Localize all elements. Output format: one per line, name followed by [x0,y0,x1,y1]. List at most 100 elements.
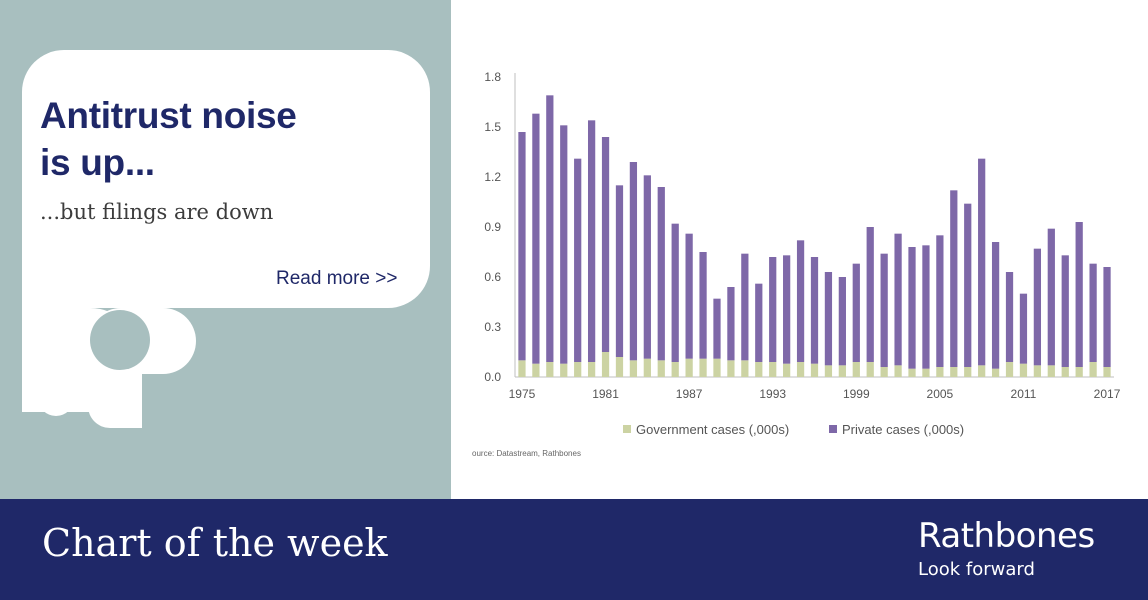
bar-government-2014 [1061,367,1069,377]
bar-private-1991 [741,253,749,361]
subheadline: ...but filings are down [40,200,274,224]
read-more-link[interactable]: Read more >> [276,268,398,289]
bar-government-1978 [560,363,568,377]
deco-dot-shape [38,380,74,416]
bar-private-1994 [783,255,791,364]
deco-quarter-shape [88,374,142,428]
bar-government-1986 [671,362,679,377]
bar-government-2002 [894,365,902,377]
bar-private-1986 [671,223,679,362]
bar-private-1996 [810,257,819,364]
bar-private-1990 [727,287,735,361]
bar-government-2015 [1075,367,1083,377]
bar-government-1999 [852,362,860,377]
bar-government-1995 [796,362,805,377]
bar-government-2007 [964,367,972,377]
bar-government-1987 [685,358,693,377]
bar-government-1985 [657,360,665,377]
y-tick-label: 0.3 [484,320,501,334]
bar-government-2004 [922,368,930,377]
bar-government-2013 [1047,365,1055,377]
bar-government-1975 [518,360,526,377]
legend-label-government: Government cases (,000s) [636,422,789,437]
bar-government-1998 [838,365,846,377]
bar-private-2017 [1103,267,1111,367]
bar-government-1981 [601,352,610,377]
bar-private-1989 [713,298,721,359]
bar-government-1997 [824,365,833,377]
bar-private-1978 [560,125,568,364]
bar-private-1987 [685,233,693,359]
headline: Antitrust noise is up... [40,95,297,183]
bar-government-1980 [587,362,596,377]
x-tick-label: 2017 [1094,387,1121,401]
bar-government-1983 [629,360,638,377]
y-tick-label: 0.9 [484,220,501,234]
bar-private-2013 [1047,228,1055,366]
deco-corner-shape [22,340,42,372]
bar-private-1988 [699,252,707,359]
brand-tagline: Look forward [918,559,1035,580]
bar-private-1979 [574,158,582,362]
bar-private-1982 [615,185,624,357]
bar-government-2012 [1033,365,1042,377]
bar-government-2008 [978,365,986,377]
bar-private-1977 [546,95,554,362]
bar-private-1980 [587,120,596,362]
bar-government-2003 [908,368,916,377]
bar-government-2005 [936,367,944,377]
x-tick-label: 1987 [676,387,703,401]
y-tick-label: 1.5 [484,120,501,134]
bar-government-2009 [991,368,1000,377]
bar-private-2002 [894,233,902,366]
bar-private-2000 [866,227,874,362]
chart-source: ource: Datastream, Rathbones [472,449,581,458]
bar-government-1988 [699,358,707,377]
bar-private-2011 [1019,293,1028,364]
footer-banner: Chart of the week Rathbones Look forward [0,499,1148,600]
bar-government-1976 [532,363,540,377]
bar-government-2017 [1103,367,1111,377]
bar-government-2010 [1005,362,1014,377]
bar-government-1990 [727,360,735,377]
x-tick-label: 2005 [927,387,954,401]
y-tick-label: 1.8 [484,70,501,84]
bar-private-1995 [796,240,805,362]
bar-private-2015 [1075,222,1083,367]
legend-swatch-private [829,425,837,433]
bar-private-1984 [643,175,651,359]
bar-private-1983 [629,162,638,361]
bar-private-2004 [922,245,930,369]
bar-private-1998 [838,277,846,366]
y-tick-label: 1.2 [484,170,501,184]
bar-government-1982 [615,357,624,377]
bar-private-2009 [991,242,1000,369]
bar-private-1981 [601,137,610,352]
bar-government-1984 [643,358,651,377]
bar-private-2012 [1033,248,1042,366]
bar-government-2001 [880,367,888,377]
y-tick-label: 0.0 [484,370,501,384]
bar-government-1991 [741,360,749,377]
bar-private-2016 [1089,263,1097,362]
bar-government-2006 [950,367,958,377]
left-panel: Antitrust noise is up... ...but filings … [0,0,451,499]
bar-private-1999 [852,263,860,362]
brand-logo: Rathbones [918,516,1095,556]
bar-private-2005 [936,235,944,367]
bar-private-1985 [657,187,665,361]
bar-government-1989 [713,358,721,377]
x-tick-label: 2011 [1011,387,1037,401]
bar-chart: 0.0 0.3 0.6 0.9 1.2 1.5 1.8 1975 1981 1987 1993 199… [472,70,1121,458]
bar-private-1976 [532,113,540,364]
bar-private-1975 [518,132,526,361]
bar-government-1979 [574,362,582,377]
speech-bubble [22,50,430,308]
deco-hole-shape [90,310,150,370]
bar-government-1992 [755,362,763,377]
x-tick-label: 1999 [843,387,870,401]
x-tick-label: 1993 [759,387,786,401]
bar-government-2016 [1089,362,1097,377]
bar-government-1977 [546,362,554,377]
bar-government-1994 [783,363,791,377]
